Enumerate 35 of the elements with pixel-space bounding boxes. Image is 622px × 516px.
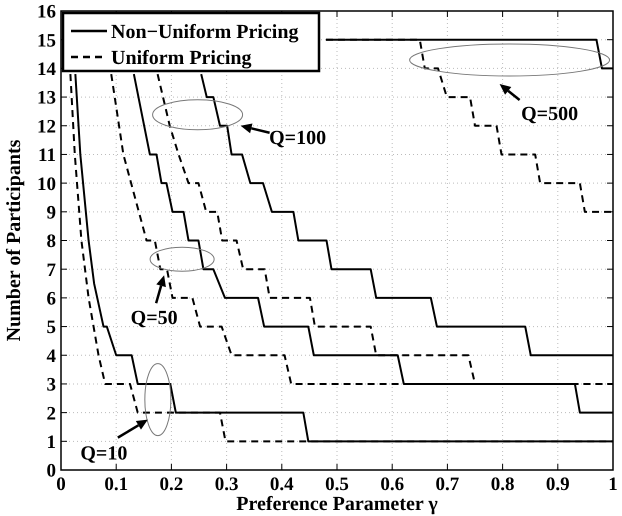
- x-tick-label: 0.6: [380, 474, 404, 495]
- y-tick-label: 14: [37, 59, 56, 80]
- x-tick-label: 0.3: [214, 474, 238, 495]
- annotation: Q=100: [269, 126, 326, 149]
- y-tick-label: 12: [37, 116, 56, 138]
- annotation: Q=500: [521, 103, 578, 125]
- legend-label: Non−Uniform Pricing: [111, 21, 298, 43]
- x-tick-label: 1: [608, 474, 618, 495]
- x-tick-label: 0.9: [546, 474, 570, 495]
- y-tick-label: 0: [46, 460, 56, 482]
- y-tick-label: 4: [46, 346, 56, 367]
- y-axis-title: Number of Participants: [3, 139, 25, 342]
- y-tick-label: 2: [46, 403, 56, 424]
- y-tick-label: 10: [37, 174, 56, 195]
- x-tick-label: 0.5: [325, 474, 349, 495]
- y-tick-label: 8: [46, 231, 56, 252]
- y-tick-label: 16: [37, 2, 56, 23]
- y-tick-label: 7: [46, 260, 56, 281]
- x-tick-label: 0.2: [160, 474, 184, 495]
- y-tick-label: 13: [37, 88, 56, 109]
- y-tick-label: 5: [46, 317, 56, 338]
- y-tick-label: 11: [38, 145, 56, 166]
- annotation: Q=10: [80, 442, 128, 465]
- legend-label: Uniform Pricing: [111, 47, 252, 69]
- x-tick-label: 0.8: [490, 474, 514, 495]
- y-tick-label: 3: [46, 374, 56, 396]
- annotation: Q=50: [130, 307, 178, 330]
- x-tick-label: 0.1: [104, 474, 128, 495]
- y-tick-label: 6: [46, 288, 56, 310]
- x-tick-label: 0.4: [270, 474, 294, 495]
- x-tick-label: 0.7: [436, 474, 460, 495]
- y-tick-label: 1: [46, 432, 56, 453]
- y-tick-label: 9: [46, 202, 56, 224]
- x-axis-title: Preference Parameter γ: [236, 493, 438, 515]
- y-tick-label: 15: [37, 30, 56, 52]
